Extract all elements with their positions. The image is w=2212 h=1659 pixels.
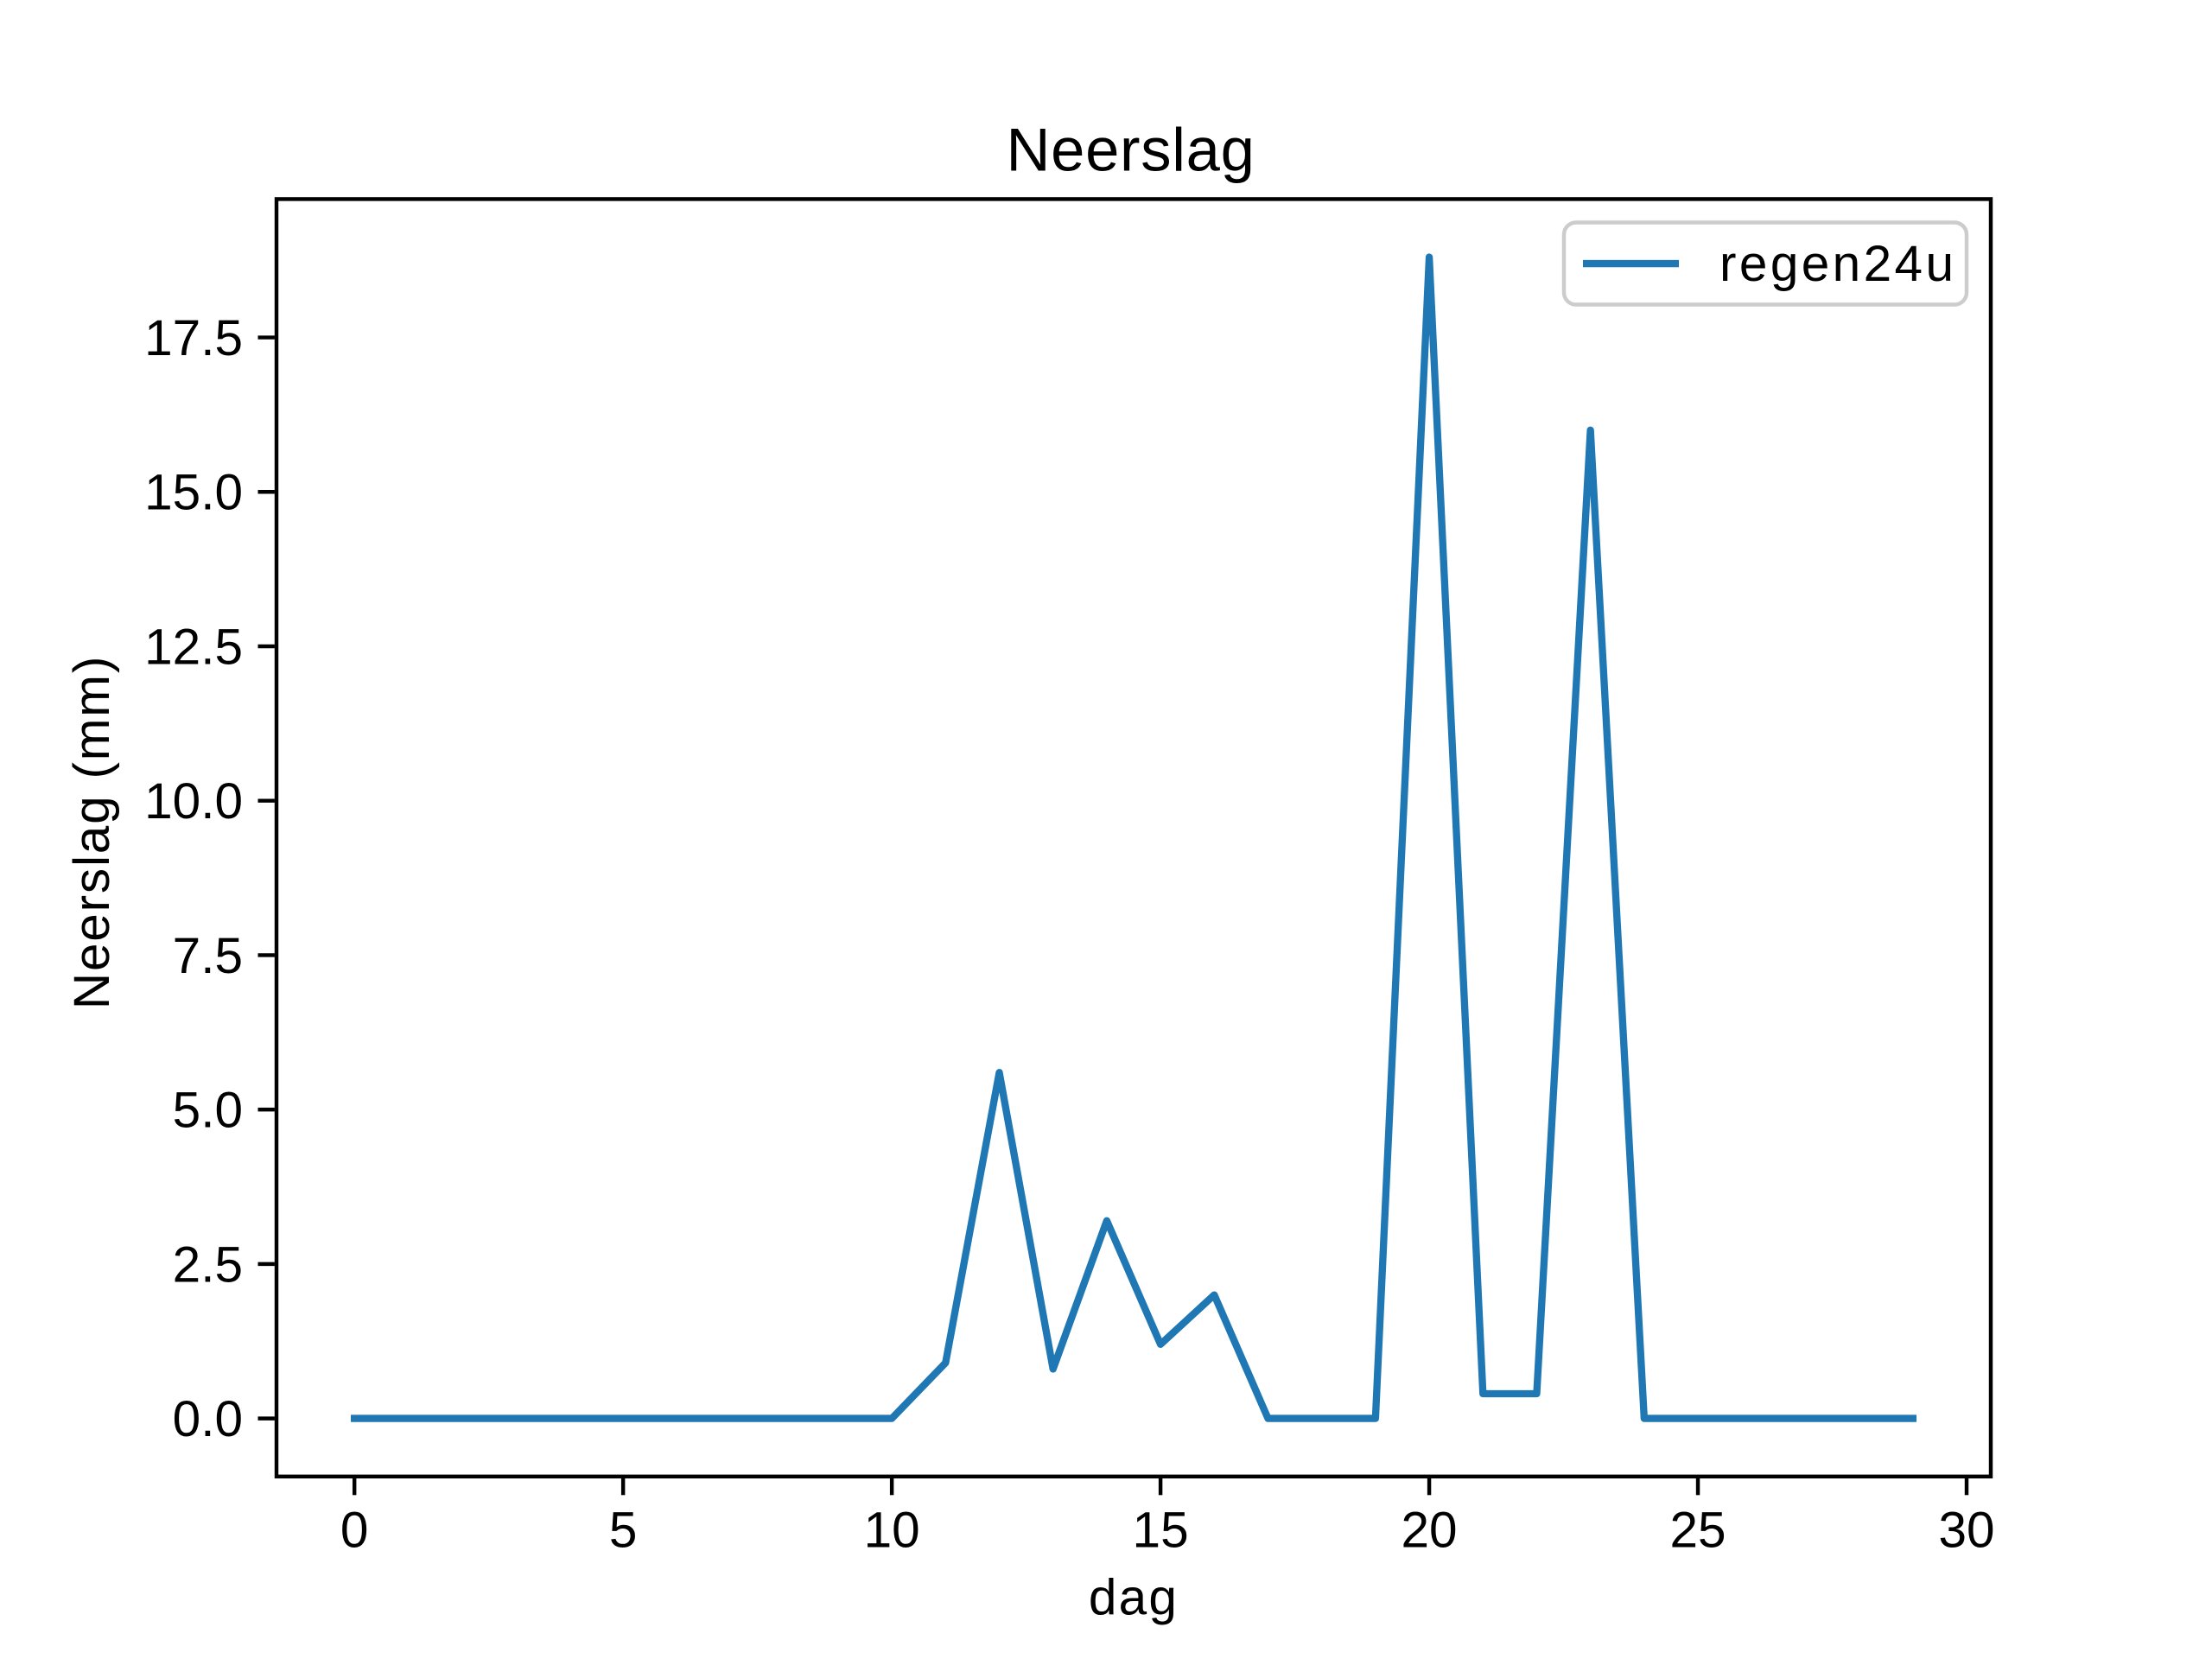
svg-text:2.5: 2.5 — [173, 1236, 243, 1293]
svg-text:20: 20 — [1402, 1503, 1458, 1559]
svg-text:regen24u: regen24u — [1719, 236, 1956, 292]
svg-text:10.0: 10.0 — [144, 773, 243, 830]
svg-text:10: 10 — [864, 1503, 920, 1559]
svg-text:15.0: 15.0 — [144, 465, 243, 521]
svg-text:5: 5 — [609, 1503, 638, 1559]
svg-text:Neerslag: Neerslag — [1006, 116, 1255, 184]
svg-text:0.0: 0.0 — [173, 1391, 243, 1447]
svg-text:7.5: 7.5 — [173, 928, 243, 984]
svg-text:12.5: 12.5 — [144, 619, 243, 675]
svg-text:30: 30 — [1938, 1503, 1994, 1559]
svg-text:dag: dag — [1089, 1570, 1179, 1626]
svg-text:5.0: 5.0 — [173, 1083, 243, 1139]
svg-text:17.5: 17.5 — [144, 310, 243, 366]
svg-text:0: 0 — [340, 1503, 369, 1559]
svg-text:Neerslag (mm): Neerslag (mm) — [64, 655, 120, 1009]
svg-text:25: 25 — [1670, 1503, 1726, 1559]
svg-text:15: 15 — [1133, 1503, 1189, 1559]
